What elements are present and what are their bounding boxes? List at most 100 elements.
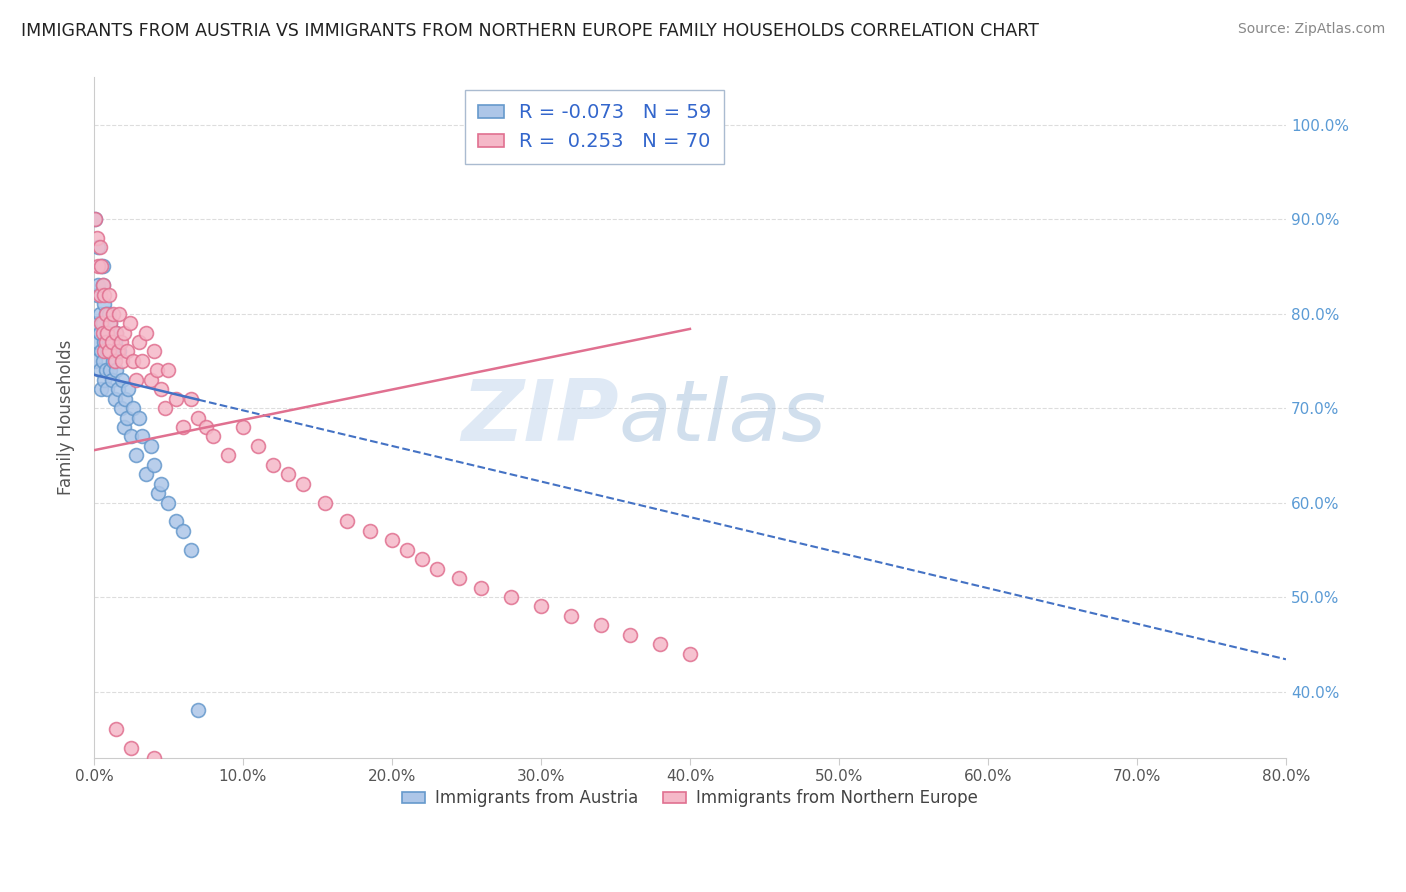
Point [86, 316, 108, 330]
Point [89, 287, 111, 301]
Point [89, 240, 111, 254]
Point [91, 316, 114, 330]
Point [142, 344, 165, 359]
Point [336, 515, 359, 529]
Point [93, 344, 115, 359]
Point [139, 439, 162, 453]
Point [94, 363, 117, 377]
Point [94, 307, 117, 321]
Point [202, 429, 225, 443]
Point [180, 542, 202, 557]
Point [121, 401, 143, 416]
Point [314, 495, 336, 509]
Point [96, 326, 118, 340]
Point [93, 334, 115, 349]
Point [90, 260, 112, 274]
Point [101, 344, 124, 359]
Point [128, 334, 150, 349]
Point [105, 326, 128, 340]
Point [124, 373, 146, 387]
Point [90, 260, 112, 274]
Point [98, 316, 121, 330]
Point [108, 307, 131, 321]
Point [187, 703, 209, 717]
Point [104, 392, 127, 406]
Point [117, 382, 139, 396]
Point [501, 590, 523, 604]
Point [118, 316, 141, 330]
Point [124, 448, 146, 462]
Point [115, 410, 138, 425]
Point [411, 552, 433, 566]
Point [131, 354, 153, 368]
Point [84, 354, 107, 368]
Point [165, 515, 187, 529]
Point [94, 334, 117, 349]
Legend: Immigrants from Austria, Immigrants from Northern Europe: Immigrants from Austria, Immigrants from… [395, 782, 986, 814]
Point [395, 542, 418, 557]
Point [97, 344, 120, 359]
Point [426, 562, 449, 576]
Point [91, 278, 114, 293]
Point [87, 240, 110, 254]
Point [194, 420, 217, 434]
Point [101, 373, 124, 387]
Point [139, 373, 162, 387]
Point [589, 618, 612, 632]
Point [157, 363, 180, 377]
Point [87, 278, 110, 293]
Point [114, 392, 136, 406]
Point [96, 344, 118, 359]
Point [111, 354, 134, 368]
Point [108, 344, 131, 359]
Point [93, 287, 115, 301]
Point [187, 410, 209, 425]
Point [93, 297, 115, 311]
Point [291, 476, 314, 491]
Point [91, 326, 114, 340]
Point [104, 354, 127, 368]
Point [262, 458, 284, 472]
Point [97, 287, 120, 301]
Point [157, 495, 180, 509]
Point [121, 354, 143, 368]
Point [90, 316, 112, 330]
Point [107, 382, 129, 396]
Point [103, 354, 125, 368]
Point [94, 307, 117, 321]
Point [98, 316, 121, 330]
Point [89, 307, 111, 321]
Text: ZIP: ZIP [461, 376, 619, 459]
Point [105, 363, 128, 377]
Point [359, 524, 381, 538]
Point [101, 334, 124, 349]
Point [94, 326, 117, 340]
Point [120, 429, 142, 443]
Point [155, 401, 177, 416]
Point [98, 363, 121, 377]
Point [120, 741, 142, 756]
Point [87, 260, 110, 274]
Point [246, 439, 269, 453]
Point [131, 429, 153, 443]
Point [112, 326, 135, 340]
Point [90, 382, 112, 396]
Point [217, 448, 239, 462]
Point [560, 609, 582, 624]
Point [91, 354, 114, 368]
Point [110, 401, 132, 416]
Point [89, 363, 111, 377]
Point [135, 467, 157, 482]
Point [135, 326, 157, 340]
Point [142, 750, 165, 764]
Point [105, 723, 128, 737]
Point [619, 628, 641, 642]
Text: atlas: atlas [619, 376, 827, 459]
Point [112, 420, 135, 434]
Point [89, 326, 111, 340]
Point [84, 212, 107, 227]
Point [107, 344, 129, 359]
Point [90, 344, 112, 359]
Point [91, 278, 114, 293]
Point [149, 476, 172, 491]
